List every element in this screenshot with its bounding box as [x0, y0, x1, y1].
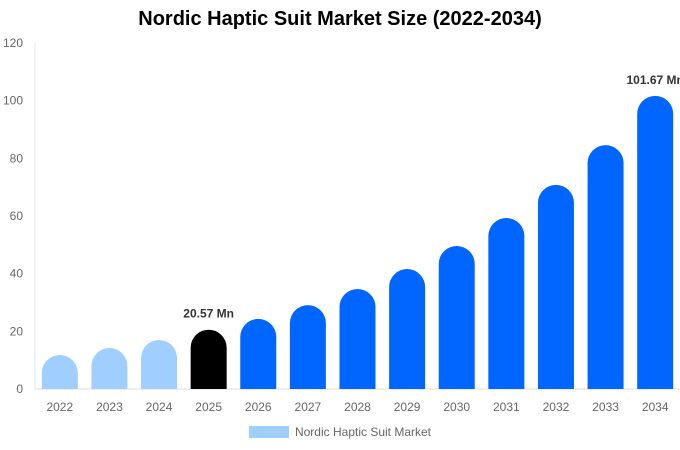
x-tick-label: 2027 [295, 400, 322, 414]
x-tick-label: 2032 [543, 400, 570, 414]
bar-2027 [289, 305, 326, 389]
x-tick-label: 2023 [96, 400, 123, 414]
x-tick-label: 2022 [46, 400, 73, 414]
x-tick-label: 2034 [642, 400, 669, 414]
x-tick-label: 2030 [443, 400, 470, 414]
x-tick-label: 2028 [344, 400, 371, 414]
bar-2024 [141, 339, 178, 389]
bar-2028 [339, 288, 376, 389]
y-tick-label: 80 [10, 151, 24, 165]
data-label: 20.57 Mn [183, 307, 234, 321]
y-tick-label: 40 [10, 267, 24, 281]
bar-2032 [537, 184, 574, 389]
bar-2026 [240, 318, 277, 389]
y-tick-label: 0 [16, 382, 23, 396]
bar-2023 [91, 348, 128, 389]
bar-2031 [488, 218, 525, 389]
x-tick-label: 2026 [245, 400, 272, 414]
chart-title: Nordic Haptic Suit Market Size (2022-203… [138, 8, 542, 30]
x-tick-label: 2031 [493, 400, 520, 414]
legend-label: Nordic Haptic Suit Market [294, 425, 432, 439]
bar-2029 [389, 269, 426, 389]
x-tick-label: 2024 [146, 400, 173, 414]
y-tick-label: 60 [10, 209, 24, 223]
bar-2022 [41, 354, 78, 389]
bar-2030 [438, 245, 475, 389]
bar-2025 [190, 329, 227, 389]
data-label: 101.67 Mn [627, 73, 680, 87]
x-tick-label: 2025 [195, 400, 222, 414]
y-tick-label: 120 [3, 36, 23, 50]
legend: Nordic Haptic Suit Market [0, 425, 680, 439]
bar-2034 [637, 95, 674, 389]
legend-swatch [248, 426, 289, 438]
x-tick-label: 2033 [592, 400, 619, 414]
bar-2033 [587, 145, 624, 389]
y-tick-label: 100 [3, 94, 23, 108]
y-tick-label: 20 [10, 324, 24, 338]
x-tick-label: 2029 [394, 400, 421, 414]
